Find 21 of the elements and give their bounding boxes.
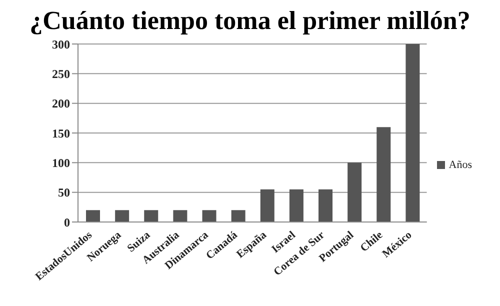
bar	[289, 189, 304, 222]
bar	[144, 210, 158, 222]
bar	[202, 210, 216, 222]
bar	[406, 44, 420, 222]
y-tick-label: 150	[52, 126, 70, 140]
y-tick-label: 100	[52, 156, 70, 170]
legend-label: Años	[448, 159, 472, 171]
y-tick-label: 250	[52, 66, 70, 81]
bar	[318, 189, 333, 222]
y-tick-label: 300	[52, 37, 70, 52]
y-tick-label: 200	[52, 96, 70, 111]
bar	[348, 162, 362, 222]
bar	[115, 210, 130, 222]
bar	[376, 127, 391, 222]
chart-title: ¿Cuánto tiempo toma el primer millón?	[28, 6, 472, 36]
y-tick-label: 0	[64, 215, 70, 230]
bar	[173, 210, 188, 222]
bar	[260, 189, 274, 222]
bar	[231, 210, 246, 222]
bar	[86, 210, 100, 222]
y-tick-label: 50	[58, 186, 70, 200]
